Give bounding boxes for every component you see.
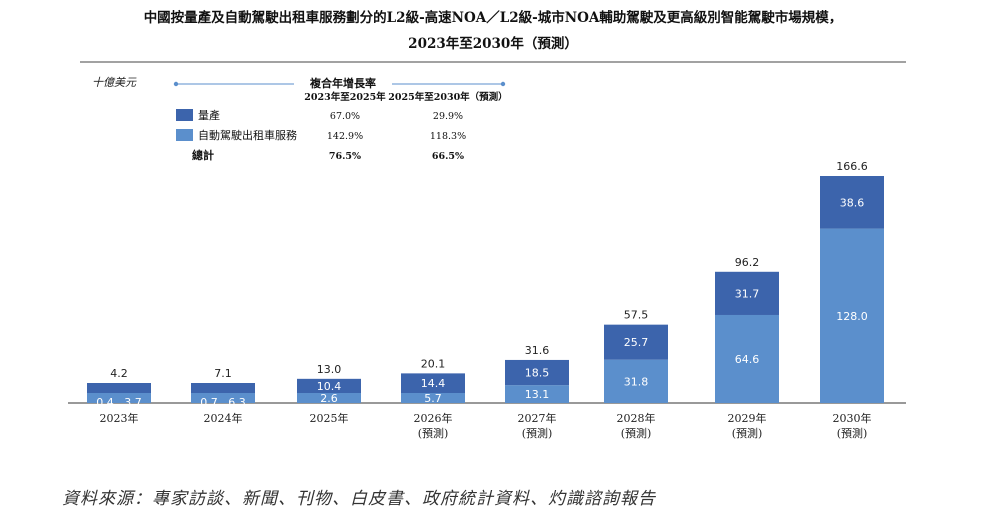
bar-segment-mass-production	[401, 373, 465, 393]
bar-segment-mass-production	[715, 271, 779, 315]
cagr-row-value-2025-2030: 29.9%	[433, 111, 463, 122]
cagr-row-label: 總計	[192, 148, 214, 162]
bar-segment-robotaxi	[505, 385, 569, 403]
data-label-robotaxi: 2.6	[320, 392, 338, 405]
chart-title-line1: 中國按量產及自動駕駛出租車服務劃分的L2級-高速NOA／L2級-城市NOA輔助駕…	[143, 10, 843, 26]
bars-layer: 0.4 3.7 4.2 2023年 0.7 6.3 7.1 2024年 2.610.4 13.0 2…	[87, 160, 884, 440]
cagr-arrow-right-dot	[500, 81, 506, 87]
data-label-total: 20.1	[421, 357, 446, 370]
bar-segment-mass-production	[505, 359, 569, 386]
bar-segment-robotaxi	[87, 393, 151, 403]
data-label-total: 31.6	[525, 344, 550, 357]
x-tick-label: 2030年	[833, 411, 872, 425]
market-size-chart: 十億美元 複合年增長率 2023年至2025年 2025年至2030年（預測） …	[68, 61, 906, 440]
x-tick-label: 2023年	[100, 411, 139, 425]
bar-segment-mass-production	[820, 176, 884, 229]
data-label-mass-production: 38.6	[840, 196, 865, 209]
cagr-legend-swatch	[176, 129, 193, 141]
data-label-robotaxi: 5.7	[424, 392, 442, 405]
data-label-robotaxi: 128.0	[836, 310, 868, 323]
y-axis-unit: 十億美元	[92, 76, 137, 89]
data-label-mass-production: 31.7	[735, 287, 760, 300]
data-label-total: 166.6	[836, 160, 868, 173]
bar-segment-robotaxi	[297, 393, 361, 403]
x-tick-label: 2027年	[518, 411, 557, 425]
data-label-mass-production: 6.3	[228, 396, 246, 409]
x-tick-label: 2025年	[310, 411, 349, 425]
cagr-row-label: 量產	[198, 108, 220, 122]
cagr-title-bg	[294, 76, 392, 91]
data-label-total: 96.2	[735, 256, 760, 269]
x-tick-note: (預測)	[621, 426, 652, 440]
bar-segment-mass-production	[87, 383, 151, 393]
bar-segment-robotaxi	[401, 393, 465, 403]
source-note: 資料來源：專家訪談、新聞、刊物、白皮書、政府統計資料、灼識諮詢報告	[62, 489, 656, 509]
data-label-robotaxi: 0.4	[96, 396, 114, 409]
x-tick-note: (預測)	[837, 426, 868, 440]
data-label-mass-production: 14.4	[421, 377, 446, 390]
data-label-robotaxi: 13.1	[525, 388, 550, 401]
cagr-col1-header: 2023年至2025年	[304, 91, 386, 103]
bar-segment-mass-production	[604, 324, 668, 360]
x-tick-note: (預測)	[732, 426, 763, 440]
bar-segment-mass-production	[297, 378, 361, 393]
x-tick-label: 2024年	[204, 411, 243, 425]
data-label-mass-production: 25.7	[624, 336, 649, 349]
cagr-row-value-2023-2025: 142.9%	[327, 131, 363, 142]
bar-segment-mass-production	[191, 383, 255, 393]
cagr-col2-header: 2025年至2030年（預測）	[388, 91, 507, 103]
cagr-title: 複合年增長率	[309, 76, 376, 90]
data-label-total: 13.0	[317, 363, 342, 376]
bar-segment-robotaxi	[715, 314, 779, 403]
data-label-robotaxi: 64.6	[735, 353, 760, 366]
cagr-row-label: 自動駕駛出租車服務	[198, 128, 297, 142]
x-tick-note: (預測)	[522, 426, 553, 440]
x-tick-label: 2029年	[728, 411, 767, 425]
cagr-row-value-2025-2030: 118.3%	[430, 131, 466, 142]
x-tick-label: 2026年	[414, 411, 453, 425]
cagr-legend-swatch	[176, 109, 193, 121]
cagr-row-value-2025-2030: 66.5%	[432, 151, 464, 162]
bar-segment-robotaxi	[191, 393, 255, 403]
cagr-arrow-left-dot	[173, 81, 179, 87]
cagr-rows: 量產 67.0% 29.9% 自動駕駛出租車服務 142.9% 118.3% 總計 76.5%…	[176, 108, 466, 162]
data-label-mass-production: 18.5	[525, 367, 550, 380]
data-label-total: 57.5	[624, 309, 649, 322]
cagr-row-value-2023-2025: 76.5%	[329, 151, 361, 162]
bar-segment-robotaxi	[604, 359, 668, 403]
bar-segment-robotaxi	[820, 228, 884, 403]
data-label-mass-production: 3.7	[124, 396, 142, 409]
chart-title-line2: 2023年至2030年（預測）	[408, 36, 578, 52]
data-label-mass-production: 10.4	[317, 380, 342, 393]
x-tick-note: (預測)	[418, 426, 449, 440]
data-label-total: 7.1	[214, 367, 232, 380]
x-tick-label: 2028年	[617, 411, 656, 425]
cagr-row-value-2023-2025: 67.0%	[330, 111, 360, 122]
data-label-total: 4.2	[110, 367, 128, 380]
data-label-robotaxi: 0.7	[200, 396, 218, 409]
data-label-robotaxi: 31.8	[624, 375, 649, 388]
